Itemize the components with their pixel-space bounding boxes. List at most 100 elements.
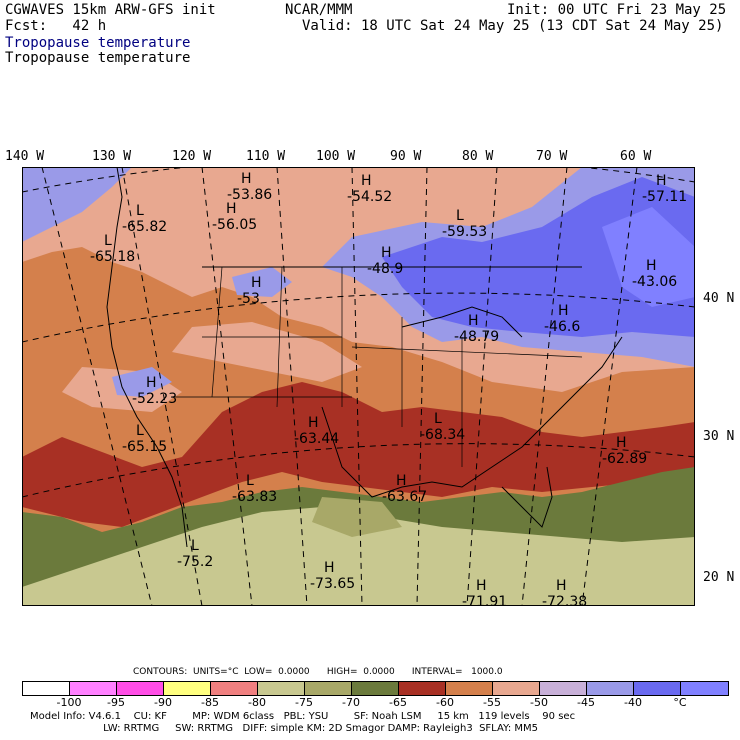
legend-tick-label: -95 — [107, 696, 125, 709]
extremum-value: -75.2 — [177, 554, 213, 570]
field-title: Tropopause temperature — [5, 50, 191, 66]
forecast-hour: Fcst: 42 h — [5, 18, 107, 34]
model-info-line1: Model Info: V4.6.1 CU: KF MP: WDM 6class… — [30, 711, 576, 722]
extremum-value: -59.53 — [442, 224, 487, 240]
field-band-50-sw — [112, 367, 172, 397]
field-band-75 — [22, 507, 695, 606]
extremum-value: -43.06 — [632, 274, 677, 290]
organization: NCAR/MMM — [285, 2, 353, 18]
extremum-letter: L — [136, 203, 144, 219]
state-borders — [172, 266, 583, 467]
extremum-letter: H — [656, 173, 667, 189]
lon-label: 90 W — [390, 149, 422, 164]
field-band-45 — [382, 177, 695, 337]
legend-tick-label: -60 — [436, 696, 454, 709]
legend-swatch — [258, 682, 305, 695]
field-title-blue: Tropopause temperature — [5, 35, 191, 51]
legend-swatch — [681, 682, 728, 695]
extremum-letter: L — [456, 208, 464, 224]
legend-swatch — [352, 682, 399, 695]
extremum-value: -63.44 — [294, 431, 339, 447]
legend-tick-label: -80 — [248, 696, 266, 709]
legend-swatch — [70, 682, 117, 695]
extremum-letter: H — [476, 578, 487, 594]
extremum-letter: H — [241, 171, 252, 187]
legend-tick-label: -50 — [530, 696, 548, 709]
lon-label: 70 W — [536, 149, 568, 164]
extremum-value: -63.67 — [382, 489, 427, 505]
legend-swatch — [211, 682, 258, 695]
legend-tick-label: -75 — [295, 696, 313, 709]
lon-label: 140 W — [5, 149, 45, 164]
legend-swatch — [634, 682, 681, 695]
legend-swatch — [493, 682, 540, 695]
extremum-value: -65.18 — [90, 249, 135, 265]
lon-label: 60 W — [620, 149, 652, 164]
extremum-value: -63.83 — [232, 489, 277, 505]
extremum-letter: H — [251, 275, 262, 291]
extremum-value: -65.15 — [122, 439, 167, 455]
extremum-letter: H — [146, 375, 157, 391]
extremum-value: -68.34 — [420, 427, 465, 443]
extremum-value: -71.91 — [462, 594, 507, 606]
extremum-value: -46.6 — [544, 319, 580, 335]
legend-tick-label: -40 — [624, 696, 642, 709]
lon-label: 110 W — [246, 149, 286, 164]
extremum-letter: H — [646, 258, 657, 274]
extremum-value: -48.9 — [367, 261, 403, 277]
extremum-letter: H — [616, 435, 627, 451]
field-band-50-nw — [232, 267, 292, 297]
extremum-value: -53.86 — [227, 187, 272, 203]
extremum-letter: H — [308, 415, 319, 431]
lon-label: 100 W — [316, 149, 356, 164]
model-info-line2: LW: RRTMG SW: RRTMG DIFF: simple KM: 2D … — [30, 723, 538, 734]
extremum-value: -53 — [237, 291, 260, 307]
contours-info: CONTOURS: UNITS=°C LOW= 0.0000 HIGH= 0.0… — [133, 667, 503, 677]
extremum-value: -62.89 — [602, 451, 647, 467]
extremum-letter: H — [381, 245, 392, 261]
legend-tick-label: -65 — [389, 696, 407, 709]
legend-tick-label: -45 — [577, 696, 595, 709]
extremum-letter: L — [104, 233, 112, 249]
extremum-letter: H — [361, 173, 372, 189]
extremum-letter: L — [246, 473, 254, 489]
legend-tick-label: °C — [673, 696, 687, 709]
legend-tick-label: -85 — [201, 696, 219, 709]
map-panel: H-53.86H-54.52H-56.05L-59.53L-65.82L-65.… — [22, 167, 695, 606]
legend-tick-label: -55 — [483, 696, 501, 709]
extremum-letter: H — [396, 473, 407, 489]
legend-swatch — [446, 682, 493, 695]
legend-tick-label: -90 — [154, 696, 172, 709]
legend-swatch — [23, 682, 70, 695]
legend-swatch — [305, 682, 352, 695]
legend-swatch — [587, 682, 634, 695]
extremum-value: -72.38 — [542, 594, 587, 606]
extremum-value: -65.82 — [122, 219, 167, 235]
field-band-50 — [22, 167, 132, 242]
extremum-value: 72.91 — [22, 604, 62, 606]
extremum-value: -52.23 — [132, 391, 177, 407]
extrema-labels: H-53.86H-54.52H-56.05L-59.53L-65.82L-65.… — [22, 171, 687, 606]
coastlines — [106, 167, 623, 548]
extremum-value: -56.05 — [212, 217, 257, 233]
lon-label: 120 W — [172, 149, 212, 164]
lat-label: 20 N — [703, 570, 735, 585]
lon-label: 80 W — [462, 149, 494, 164]
extremum-letter: L — [136, 423, 144, 439]
lat-label: 40 N — [703, 291, 735, 306]
model-title: CGWAVES 15km ARW-GFS init — [5, 2, 216, 18]
extremum-value: -48.79 — [454, 329, 499, 345]
extremum-letter: H — [324, 560, 335, 576]
color-legend — [22, 681, 729, 696]
extremum-letter: H — [468, 313, 479, 329]
field-band-40 — [602, 207, 695, 307]
valid-time: Valid: 18 UTC Sat 24 May 25 (13 CDT Sat … — [302, 18, 724, 34]
graticule — [22, 167, 695, 606]
extremum-letter: H — [558, 303, 569, 319]
extremum-letter: L — [191, 538, 199, 554]
extremum-letter: H — [226, 201, 237, 217]
extremum-value: -54.52 — [347, 189, 392, 205]
init-time: Init: 00 UTC Fri 23 May 25 — [507, 2, 727, 18]
legend-swatch — [164, 682, 211, 695]
lon-label: 130 W — [92, 149, 132, 164]
